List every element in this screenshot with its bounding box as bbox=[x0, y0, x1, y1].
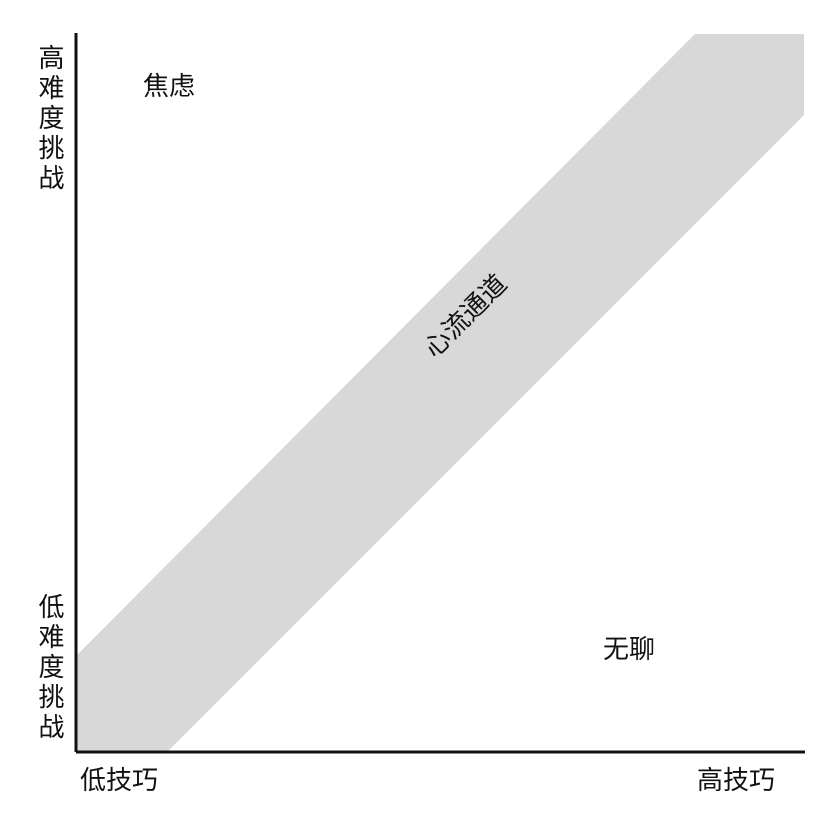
low-challenge-label: 低难度挑战 bbox=[34, 593, 64, 743]
high-skill-label: 高技巧 bbox=[697, 766, 776, 796]
flow-channel-band bbox=[76, 34, 804, 752]
anxiety-label: 焦虑 bbox=[143, 72, 196, 102]
low-skill-label: 低技巧 bbox=[80, 766, 159, 796]
boredom-label: 无聊 bbox=[603, 635, 656, 665]
high-challenge-label: 高难度挑战 bbox=[34, 44, 64, 194]
